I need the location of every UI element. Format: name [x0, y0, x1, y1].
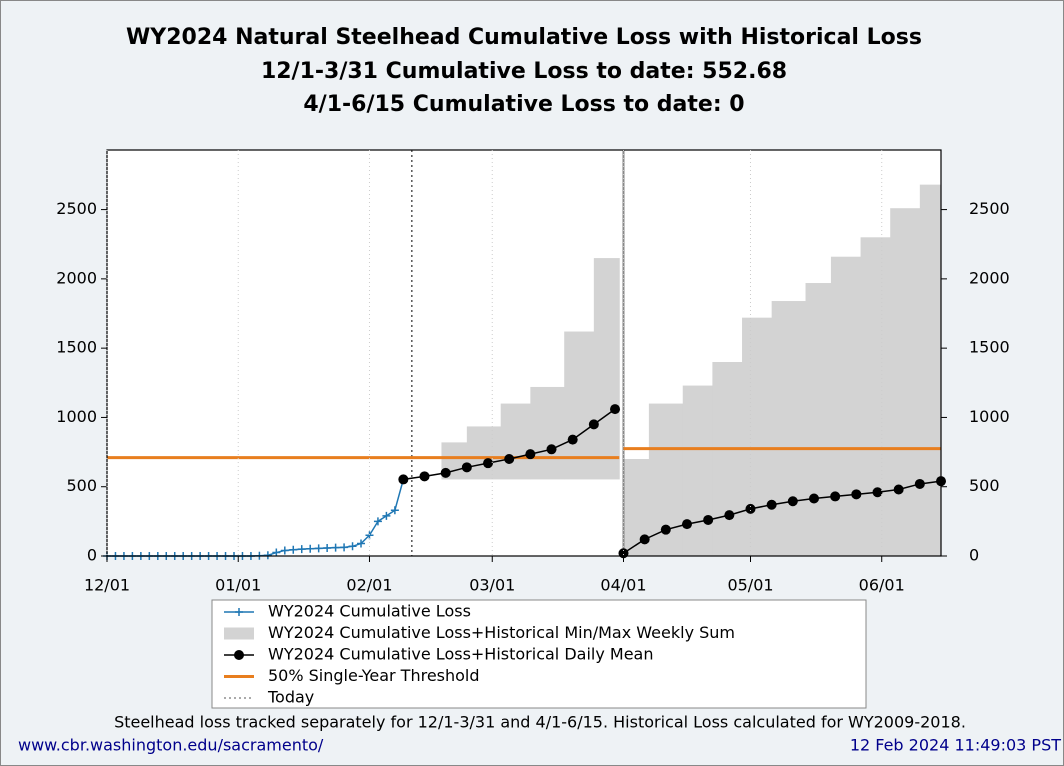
point — [297, 545, 306, 554]
y-tick-label: 500 — [66, 476, 97, 495]
legend-label: WY2024 Cumulative Loss+Historical Daily … — [268, 645, 654, 664]
band-step — [712, 362, 743, 556]
point — [745, 503, 756, 514]
legend-label: Today — [267, 688, 314, 707]
point — [306, 544, 315, 553]
band-step — [500, 403, 531, 480]
point — [525, 449, 536, 460]
point — [787, 496, 798, 507]
footnote: Steelhead loss tracked separately for 12… — [114, 713, 966, 732]
point — [610, 404, 621, 415]
point — [398, 474, 409, 485]
point — [289, 545, 298, 554]
band-step — [771, 301, 807, 556]
point — [272, 548, 281, 557]
y-tick-label: 1000 — [56, 407, 97, 426]
band-step — [564, 331, 595, 480]
x-tick-label: 03/01 — [469, 576, 515, 595]
point — [830, 491, 841, 502]
x-tick-label: 06/01 — [859, 576, 905, 595]
point — [382, 511, 391, 520]
y2-tick-label: 0 — [969, 546, 979, 565]
band-step — [530, 386, 565, 480]
point — [681, 519, 692, 530]
y2-tick-label: 1000 — [969, 407, 1010, 426]
point — [314, 544, 323, 553]
point — [504, 454, 515, 465]
point — [390, 506, 399, 515]
band-step — [805, 283, 832, 556]
legend-label: WY2024 Cumulative Loss — [268, 602, 471, 621]
point — [567, 434, 578, 445]
band-step — [890, 208, 921, 557]
x-tick-label: 02/01 — [346, 576, 392, 595]
legend-swatch — [234, 650, 244, 660]
band-step — [682, 385, 713, 556]
x-tick-label: 05/01 — [727, 576, 773, 595]
chart-title: WY2024 Natural Steelhead Cumulative Loss… — [126, 25, 922, 50]
point — [280, 546, 289, 555]
y2-tick-label: 1500 — [969, 338, 1010, 357]
y-tick-label: 2500 — [56, 199, 97, 218]
legend-label: 50% Single-Year Threshold — [268, 666, 480, 685]
y-tick-label: 1500 — [56, 338, 97, 357]
x-tick-label: 04/01 — [600, 576, 646, 595]
point — [893, 484, 904, 495]
y-tick-label: 0 — [87, 546, 97, 565]
point — [357, 539, 366, 548]
y2-tick-label: 2000 — [969, 268, 1010, 287]
point — [546, 444, 557, 455]
legend-swatch — [235, 608, 243, 616]
point — [365, 531, 374, 540]
point — [323, 543, 332, 552]
plot-frame — [106, 149, 942, 557]
point — [914, 478, 925, 489]
point — [588, 419, 599, 430]
legend — [211, 599, 867, 709]
point — [703, 514, 714, 525]
point — [348, 542, 357, 551]
y2-tick-label: 500 — [969, 476, 1000, 495]
band-step — [919, 184, 942, 556]
point — [340, 543, 349, 552]
point — [440, 467, 451, 478]
band-step — [466, 426, 502, 480]
source-link[interactable]: www.cbr.washington.edu/sacramento/ — [18, 736, 324, 755]
x-tick-label: 12/01 — [84, 576, 130, 595]
point — [263, 551, 272, 560]
point — [373, 517, 382, 526]
y2-tick-label: 2500 — [969, 199, 1010, 218]
band-step — [593, 258, 620, 480]
chart-subtitle: 4/1-6/15 Cumulative Loss to date: 0 — [303, 92, 744, 117]
legend-label: WY2024 Cumulative Loss+Historical Min/Ma… — [268, 623, 735, 642]
y-tick-label: 2000 — [56, 268, 97, 287]
point — [724, 510, 735, 521]
chart-subtitle: 12/1-3/31 Cumulative Loss to date: 552.6… — [261, 59, 787, 84]
band-step — [830, 256, 862, 556]
band-step — [742, 317, 773, 556]
point — [808, 493, 819, 504]
point — [331, 543, 340, 552]
x-tick-label: 01/01 — [215, 576, 261, 595]
legend-swatch — [224, 627, 254, 640]
point — [461, 462, 472, 473]
point — [851, 489, 862, 500]
point — [660, 524, 671, 535]
timestamp: 12 Feb 2024 11:49:03 PST — [850, 736, 1061, 755]
point — [419, 471, 430, 482]
point — [639, 534, 650, 545]
point — [872, 487, 883, 498]
band-step — [860, 237, 891, 556]
point — [766, 499, 777, 510]
point — [483, 458, 494, 469]
